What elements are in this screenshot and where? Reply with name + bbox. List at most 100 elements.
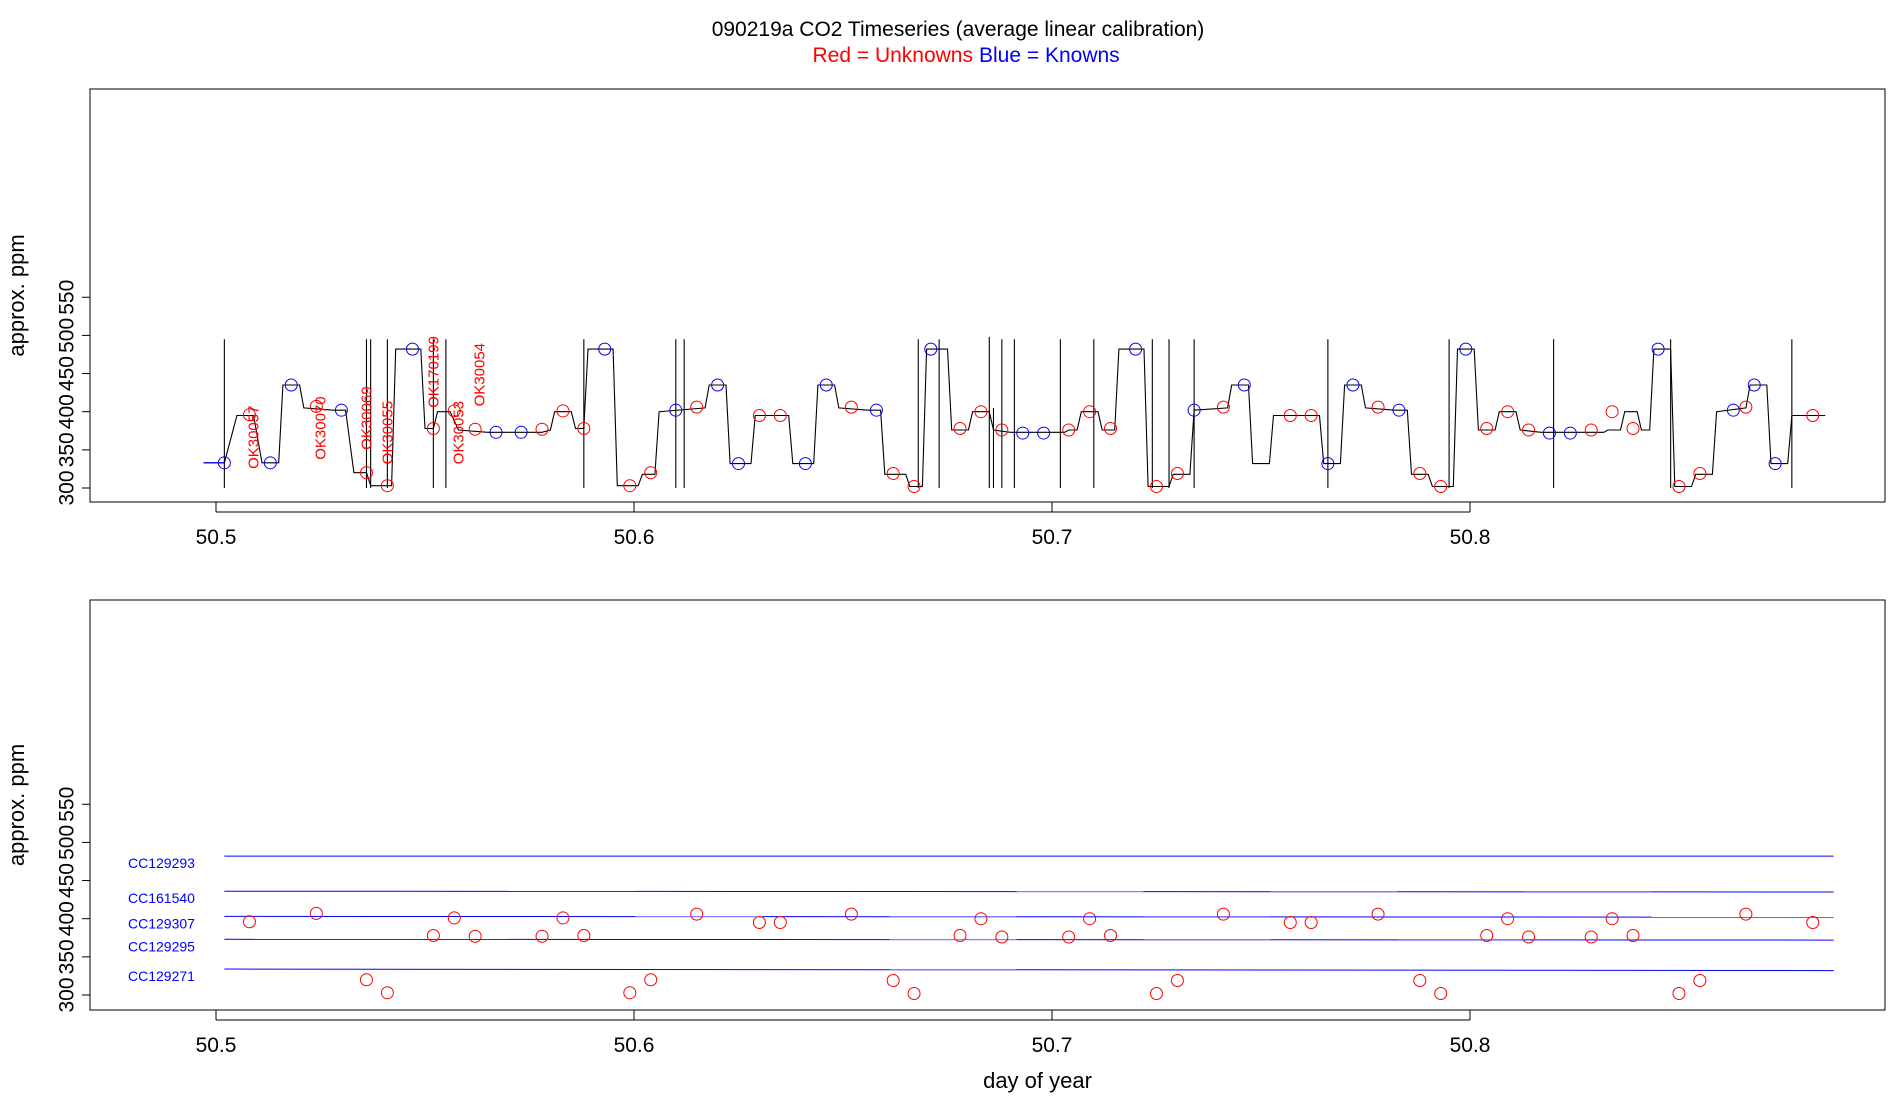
standard-label: CC129307 xyxy=(128,915,195,931)
y-tick-label: 350 xyxy=(56,939,79,974)
unknown-point xyxy=(1104,928,1118,942)
known-point xyxy=(1129,342,1143,356)
unknown-point xyxy=(1150,479,1163,493)
unknown-point xyxy=(1216,400,1230,414)
y-tick-label: 300 xyxy=(56,470,79,505)
known-point xyxy=(1237,378,1251,392)
unknown-point xyxy=(535,929,549,943)
unknown-point xyxy=(1480,421,1494,435)
unknown-point xyxy=(1170,467,1184,481)
known-point xyxy=(1563,426,1577,440)
unknown-point xyxy=(359,973,373,987)
unknown-point xyxy=(1739,400,1753,414)
unknown-point xyxy=(242,915,256,929)
unknown-point xyxy=(1150,986,1163,1000)
known-point xyxy=(489,425,503,439)
unknown-point xyxy=(1283,916,1297,930)
unknown-point xyxy=(974,405,988,419)
unknown-point xyxy=(1739,907,1753,921)
plot-frame xyxy=(89,88,1886,503)
unknown-point xyxy=(995,930,1009,944)
unknown-point xyxy=(907,986,921,1000)
y-tick-label: 500 xyxy=(56,318,79,353)
unknown-point xyxy=(1434,986,1448,1000)
unknown-point xyxy=(773,409,787,423)
unknown-point xyxy=(1522,930,1536,944)
sample-annotation: OK30070 xyxy=(313,396,330,459)
unknown-point xyxy=(309,906,323,920)
unknown-point xyxy=(1672,986,1686,1000)
known-point xyxy=(819,378,833,392)
unknown-point xyxy=(556,911,570,925)
unknown-point xyxy=(623,479,637,493)
unknown-point xyxy=(1626,928,1640,942)
known-point xyxy=(1037,426,1051,440)
unknown-point xyxy=(1806,916,1820,930)
unknown-point xyxy=(1806,409,1820,423)
unknown-point xyxy=(535,422,549,436)
x-axis-label: day of year xyxy=(983,1068,1092,1093)
x-tick-label: 50.6 xyxy=(614,526,655,549)
y-tick-label: 450 xyxy=(56,863,79,898)
unknown-point xyxy=(309,399,323,413)
known-point xyxy=(1768,457,1782,471)
unknown-point xyxy=(1371,400,1385,414)
unknown-point xyxy=(1062,423,1076,437)
unknown-point xyxy=(1083,912,1097,926)
sample-annotation: OK30057 xyxy=(246,406,263,469)
x-tick-label: 50.5 xyxy=(196,1034,237,1057)
unknown-point xyxy=(1304,916,1318,930)
x-tick-label: 50.7 xyxy=(1032,526,1073,549)
standard-line xyxy=(224,915,1834,918)
unknown-point xyxy=(577,928,591,942)
sample-annotation: OK30055 xyxy=(379,401,396,464)
known-point xyxy=(334,403,348,417)
standard-label: CC161540 xyxy=(128,890,195,906)
y-tick-label: 550 xyxy=(56,787,79,822)
standard-label: CC129271 xyxy=(128,968,195,984)
known-point xyxy=(1187,403,1201,417)
x-tick-label: 50.8 xyxy=(1450,1034,1491,1057)
standard-line xyxy=(224,890,1834,893)
known-point xyxy=(1651,342,1665,356)
known-point xyxy=(711,378,725,392)
unknown-point xyxy=(447,404,461,418)
unknown-point xyxy=(1522,423,1536,437)
unknown-point xyxy=(577,421,591,435)
known-point xyxy=(217,456,231,470)
unknown-point xyxy=(1693,974,1707,988)
unknown-point xyxy=(1672,479,1686,493)
x-tick-label: 50.8 xyxy=(1450,526,1491,549)
known-point xyxy=(924,342,938,356)
unknown-point xyxy=(1584,930,1598,944)
unknown-point xyxy=(644,466,658,480)
known-point xyxy=(405,342,419,356)
unknown-point xyxy=(1371,907,1385,921)
y-tick-label: 350 xyxy=(56,432,79,467)
y-tick-label: 300 xyxy=(56,977,79,1012)
y-tick-label: 450 xyxy=(56,356,79,391)
standard-label: CC129295 xyxy=(128,938,195,954)
unknown-point xyxy=(426,928,440,942)
unknown-point xyxy=(556,404,570,418)
unknown-point xyxy=(1283,409,1297,423)
y-tick-label: 400 xyxy=(56,901,79,936)
unknown-point xyxy=(644,973,658,987)
known-point xyxy=(869,403,883,417)
unknown-point xyxy=(1216,907,1230,921)
plot-frame xyxy=(89,599,1886,1011)
unknown-point xyxy=(907,479,921,493)
unknown-point xyxy=(242,408,256,422)
sample-annotation: OK170199 xyxy=(425,336,442,408)
unknown-point xyxy=(426,421,440,435)
known-point xyxy=(1459,342,1473,356)
unknown-point xyxy=(380,986,394,1000)
x-tick-label: 50.7 xyxy=(1032,1034,1073,1057)
unknown-point xyxy=(1605,912,1619,926)
co2-trace-line xyxy=(203,348,1826,488)
unknown-point xyxy=(953,928,967,942)
unknown-point xyxy=(1062,930,1076,944)
sample-annotation: OK30053 xyxy=(450,401,467,464)
known-point xyxy=(1726,403,1740,417)
